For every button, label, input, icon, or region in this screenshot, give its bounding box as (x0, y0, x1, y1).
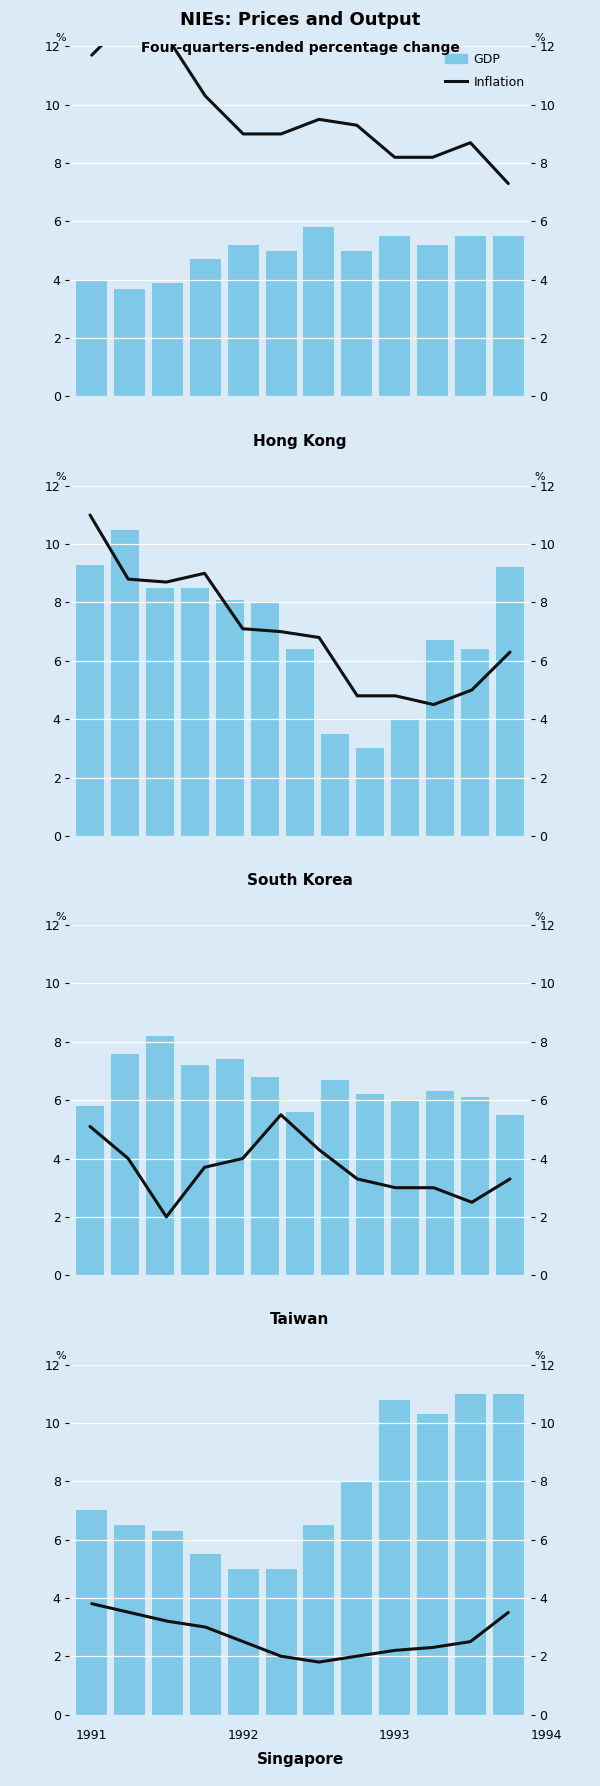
Bar (425, 1091, 454, 1275)
Bar (286, 648, 314, 836)
Bar (356, 748, 385, 836)
Bar (266, 250, 296, 396)
Text: NIEs: Prices and Output: NIEs: Prices and Output (180, 11, 420, 29)
Text: Four-quarters-ended percentage change: Four-quarters-ended percentage change (140, 41, 460, 55)
Bar (227, 1568, 259, 1715)
Bar (391, 720, 419, 836)
Text: Singapore: Singapore (256, 1752, 344, 1766)
Bar (379, 236, 410, 396)
Text: %: % (55, 32, 66, 43)
Bar (152, 1531, 183, 1715)
Bar (114, 1525, 145, 1715)
Text: Hong Kong: Hong Kong (253, 434, 347, 448)
Text: %: % (55, 911, 66, 922)
Bar (455, 1393, 486, 1715)
Bar (114, 289, 145, 396)
Text: %: % (55, 1350, 66, 1361)
Bar (146, 588, 175, 836)
Bar (215, 600, 244, 836)
Text: South Korea: South Korea (247, 873, 353, 888)
Text: 1992: 1992 (227, 1729, 259, 1741)
Bar (251, 1077, 280, 1275)
Bar (286, 1113, 314, 1275)
Bar (181, 1064, 209, 1275)
Bar (461, 648, 490, 836)
Bar (341, 1481, 373, 1715)
Text: %: % (534, 1350, 545, 1361)
Bar (76, 280, 107, 396)
Text: %: % (55, 472, 66, 482)
Text: %: % (534, 472, 545, 482)
Bar (341, 250, 373, 396)
Bar (417, 245, 448, 396)
Bar (76, 564, 104, 836)
Bar (417, 1415, 448, 1715)
Text: %: % (534, 32, 545, 43)
Bar (320, 1081, 349, 1275)
Bar (320, 734, 349, 836)
Bar (461, 1097, 490, 1275)
Bar (493, 1393, 524, 1715)
Bar (227, 245, 259, 396)
Text: 1994: 1994 (530, 1729, 562, 1741)
Text: %: % (534, 911, 545, 922)
Bar (496, 568, 524, 836)
Bar (215, 1059, 244, 1275)
Bar (110, 1054, 139, 1275)
Bar (181, 588, 209, 836)
Text: 1991: 1991 (76, 1729, 107, 1741)
Text: Taiwan: Taiwan (271, 1313, 329, 1327)
Bar (496, 1114, 524, 1275)
Text: 1993: 1993 (379, 1729, 410, 1741)
Bar (356, 1095, 385, 1275)
Legend: GDP, Inflation: GDP, Inflation (445, 52, 525, 89)
Bar (76, 1106, 104, 1275)
Bar (391, 1100, 419, 1275)
Bar (493, 236, 524, 396)
Bar (110, 530, 139, 836)
Bar (304, 1525, 334, 1715)
Bar (152, 282, 183, 396)
Bar (190, 1554, 221, 1715)
Bar (76, 1511, 107, 1715)
Bar (251, 602, 280, 836)
Bar (304, 227, 334, 396)
Bar (266, 1568, 296, 1715)
Bar (455, 236, 486, 396)
Bar (190, 259, 221, 396)
Bar (379, 1400, 410, 1715)
Bar (146, 1036, 175, 1275)
Bar (425, 641, 454, 836)
